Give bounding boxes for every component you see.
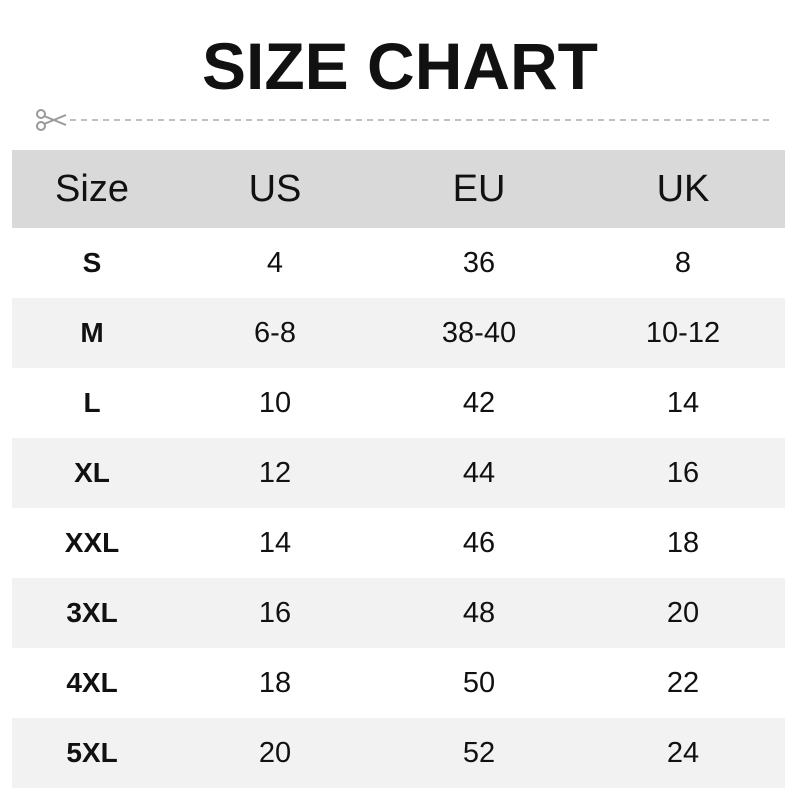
- cell-us: 14: [258, 526, 292, 559]
- scissors-icon: [36, 109, 67, 131]
- cell-size: M: [80, 317, 104, 348]
- cell-size: XL: [74, 457, 110, 488]
- cell-us: 20: [258, 736, 292, 769]
- cell-eu: 38-40: [441, 316, 517, 349]
- cell-size: 4XL: [66, 667, 118, 698]
- cell-us: 10: [258, 386, 292, 419]
- cell-us: 4: [266, 246, 284, 279]
- cell-size: L: [83, 387, 101, 418]
- table-row: 3XL 16 48 20: [12, 578, 785, 648]
- cell-uk: 24: [666, 736, 700, 769]
- table-header: Size US EU UK: [12, 150, 785, 228]
- column-header-us: US: [248, 167, 302, 210]
- cell-size: XXL: [64, 527, 120, 558]
- cell-eu: 46: [462, 526, 496, 559]
- table-row: 4XL 18 50 22: [12, 648, 785, 718]
- table-row: XXL 14 46 18: [12, 508, 785, 578]
- cell-uk: 14: [666, 386, 700, 419]
- page-title: SIZE CHART: [202, 29, 598, 103]
- table-body: S 4 36 8 M 6-8 38-40 10-12 L 10 42 14 XL 12 44 16 XXL 14 4…: [12, 228, 785, 788]
- cell-eu: 44: [462, 456, 496, 489]
- column-header-size: Size: [55, 167, 129, 210]
- table-row: S 4 36 8: [12, 228, 785, 298]
- table-row: L 10 42 14: [12, 368, 785, 438]
- column-header-eu: EU: [452, 167, 506, 210]
- cell-uk: 22: [666, 666, 700, 699]
- cell-us: 16: [258, 596, 292, 629]
- cell-eu: 48: [462, 596, 496, 629]
- cut-line: [36, 109, 769, 131]
- cell-size: S: [82, 247, 102, 278]
- size-table: Size US EU UK S 4 36 8 M 6-8 38-40 10-12 L 10 42 14…: [12, 150, 785, 788]
- cell-eu: 36: [462, 246, 496, 279]
- table-row: XL 12 44 16: [12, 438, 785, 508]
- cell-uk: 10-12: [645, 316, 721, 349]
- cell-uk: 18: [666, 526, 700, 559]
- cell-eu: 52: [462, 736, 496, 769]
- cell-size: 5XL: [66, 737, 118, 768]
- cell-us: 6-8: [254, 316, 296, 349]
- cell-uk: 16: [666, 456, 700, 489]
- cell-eu: 42: [462, 386, 496, 419]
- cell-eu: 50: [462, 666, 496, 699]
- table-row: M 6-8 38-40 10-12: [12, 298, 785, 368]
- cell-uk: 8: [674, 246, 692, 279]
- cell-us: 12: [258, 456, 292, 489]
- cell-uk: 20: [666, 596, 700, 629]
- column-header-uk: UK: [656, 167, 710, 210]
- cell-us: 18: [258, 666, 292, 699]
- table-row: 5XL 20 52 24: [12, 718, 785, 788]
- cell-size: 3XL: [66, 597, 118, 628]
